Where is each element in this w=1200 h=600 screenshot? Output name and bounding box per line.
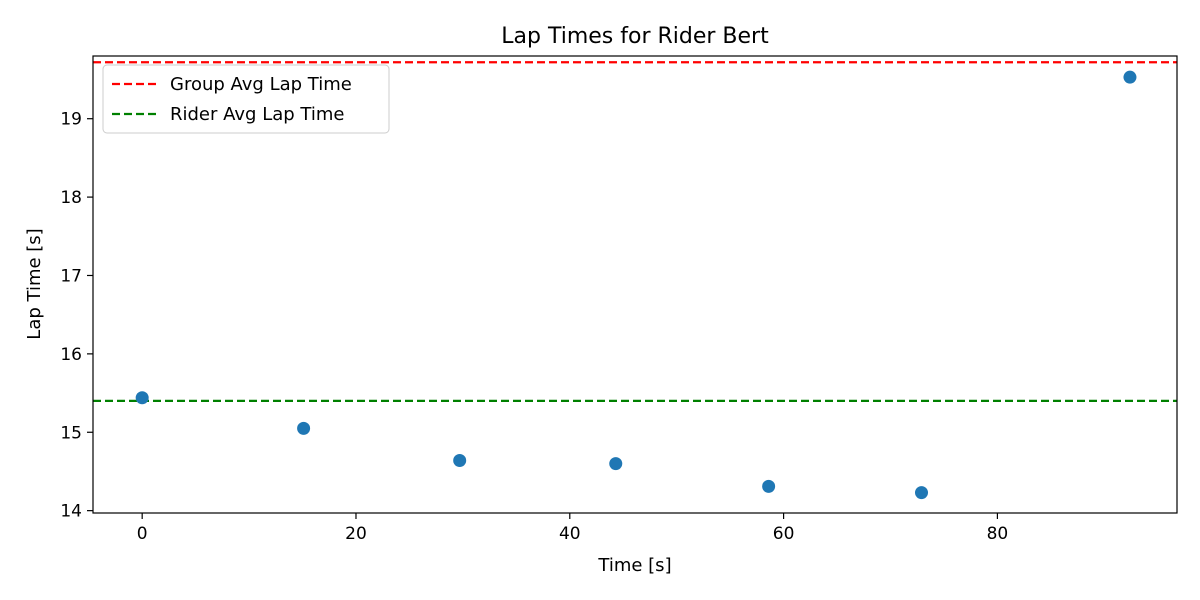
data-points — [135, 70, 1137, 500]
data-point — [1123, 70, 1137, 84]
data-point — [915, 486, 929, 500]
y-tick-label: 18 — [60, 188, 82, 208]
x-tick-label: 40 — [559, 524, 581, 544]
legend-label-group-avg: Group Avg Lap Time — [170, 74, 352, 95]
y-tick-label: 15 — [60, 423, 82, 443]
y-tick-label: 19 — [60, 110, 82, 130]
legend: Group Avg Lap Time Rider Avg Lap Time — [102, 64, 390, 134]
x-tick-label: 80 — [987, 524, 1009, 544]
plot-area-frame — [92, 55, 1178, 514]
x-tick-label: 20 — [345, 524, 367, 544]
reference-lines — [93, 61, 1177, 403]
data-point — [453, 453, 467, 467]
x-axis-label: Time [s] — [597, 555, 671, 576]
y-axis-ticks: 14 15 16 17 18 19 — [60, 110, 93, 522]
y-tick-label: 17 — [60, 266, 82, 286]
data-point — [297, 421, 311, 435]
x-tick-label: 0 — [137, 524, 148, 544]
y-axis-label: Lap Time [s] — [24, 228, 45, 339]
x-tick-label: 60 — [773, 524, 795, 544]
x-axis-ticks: 0 20 40 60 80 — [137, 513, 1008, 544]
data-point — [135, 391, 149, 405]
legend-box — [102, 64, 390, 134]
legend-label-rider-avg: Rider Avg Lap Time — [170, 104, 344, 125]
chart-title: Lap Times for Rider Bert — [501, 24, 769, 49]
data-point — [762, 479, 776, 493]
data-point — [609, 457, 623, 471]
y-tick-label: 14 — [60, 502, 82, 522]
y-tick-label: 16 — [60, 345, 82, 365]
